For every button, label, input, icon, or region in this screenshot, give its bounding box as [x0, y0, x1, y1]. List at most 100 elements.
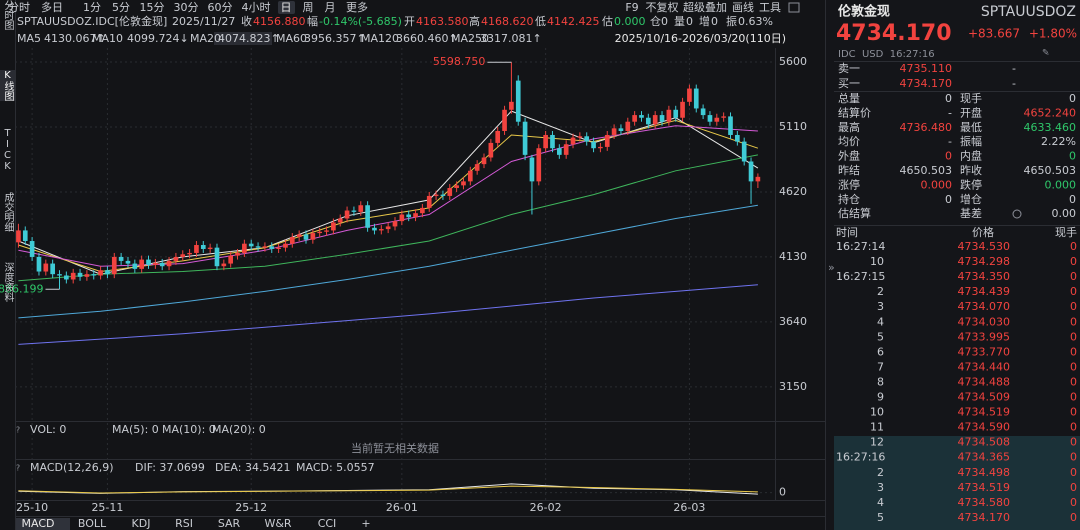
trade-price: 4734.070	[958, 300, 1011, 313]
indicator-tab[interactable]: W&R	[264, 517, 291, 530]
date: 2025/11/27	[172, 15, 235, 28]
indicator-tab[interactable]: BOLL	[78, 517, 107, 530]
candle-body	[741, 141, 747, 162]
candle-body	[385, 226, 391, 230]
date-range[interactable]: 2025/10/16-2026/03/20(110日)	[615, 32, 786, 45]
candle-body	[632, 115, 637, 122]
stat-value: 4650.503	[900, 164, 953, 177]
info-label: 收	[241, 14, 252, 28]
candle-body	[105, 270, 110, 275]
period-button[interactable]: 多日	[41, 0, 63, 14]
candle-body	[611, 128, 617, 135]
indicator-tab[interactable]: +	[361, 517, 370, 530]
trade-price: 4734.519	[958, 406, 1011, 419]
trade-price: 4734.509	[958, 391, 1011, 404]
candle-body	[700, 108, 706, 116]
tool-button[interactable]: 画线	[732, 0, 754, 14]
trade-header: 时间	[836, 226, 858, 239]
side-tab[interactable]: TICK	[2, 128, 13, 172]
period-button[interactable]: 分时	[8, 1, 30, 14]
candle-body	[372, 227, 377, 231]
period-button[interactable]: 月	[325, 1, 336, 14]
ma-legend-name: MA20	[190, 32, 221, 45]
candle-body	[344, 210, 350, 219]
trade-size: 0	[1070, 436, 1077, 449]
tool-button[interactable]: F9	[625, 1, 638, 14]
tool-button[interactable]: 不复权	[646, 0, 679, 14]
trade-price: 4734.440	[958, 360, 1011, 373]
indicator-tab[interactable]: CCI	[318, 517, 337, 530]
period-button[interactable]: 4小时	[242, 1, 271, 14]
indicator-tab[interactable]: MACD	[22, 517, 55, 530]
candle-body	[577, 136, 583, 138]
trade-time: 16:27:14	[836, 240, 885, 253]
candle-body	[111, 256, 117, 275]
stat-label: 内盘	[960, 149, 982, 163]
side-tab[interactable]: 深度资料	[2, 262, 13, 302]
side-tab[interactable]: K线图	[0, 70, 15, 101]
stat-value: 0	[1069, 193, 1076, 206]
tab-selected-bg	[16, 518, 70, 530]
info-value: -0.14%(-5.685)	[319, 15, 402, 28]
indicator-tab[interactable]: RSI	[175, 517, 193, 530]
stat-label: 跌停	[960, 177, 982, 191]
indicator-tab[interactable]: SAR	[218, 517, 241, 530]
period-button[interactable]: 60分	[208, 1, 233, 14]
stat-value: 0	[945, 92, 952, 105]
stat-value: 0.000	[1045, 178, 1077, 191]
candle-body	[413, 213, 418, 218]
candle-body	[228, 255, 234, 264]
info-icon[interactable]	[1012, 209, 1022, 219]
y-tick-label: 3640	[779, 315, 807, 328]
collapse-arrow[interactable]: »	[828, 261, 835, 274]
candle-body	[604, 134, 610, 147]
candle-body	[166, 260, 172, 267]
stat-label: 基差	[960, 206, 982, 220]
info-value: 0	[686, 15, 693, 28]
tool-button[interactable]: 超级叠加	[683, 0, 727, 14]
side-tab[interactable]: 成交明细	[2, 192, 13, 232]
indicator-tab[interactable]: KDJ	[132, 517, 151, 530]
period-button[interactable]: 1分	[83, 1, 101, 14]
trade-time: 3	[877, 481, 884, 494]
ma-legend-value: 4074.823↑	[218, 32, 280, 45]
candle-body	[139, 259, 144, 269]
trade-price: 4733.770	[958, 345, 1011, 358]
candle-body	[481, 157, 487, 165]
info-label: 开	[404, 15, 415, 28]
period-button[interactable]: 30分	[174, 1, 199, 14]
trade-size: 0	[1070, 315, 1077, 328]
candle-body	[488, 142, 494, 158]
candle-body	[289, 237, 295, 244]
candle-body	[618, 128, 624, 131]
candle-body	[728, 116, 733, 135]
side-tab[interactable]: 分时图	[2, 0, 13, 30]
macd-legend: MACD(12,26,9)	[30, 461, 114, 474]
period-button[interactable]: 5分	[112, 1, 130, 14]
stat-value: 4633.460	[1024, 121, 1077, 134]
edit-icon[interactable]: ✎	[1042, 49, 1050, 59]
period-selected-bg	[278, 1, 295, 14]
period-button[interactable]: 更多	[346, 0, 368, 14]
book-size: -	[1012, 77, 1016, 90]
book-label: 买一	[838, 77, 860, 90]
ma-legend-value: 3956.357↑	[304, 32, 366, 45]
trade-time: 10	[870, 255, 884, 268]
trade-time: 11	[870, 421, 884, 434]
trade-size: 0	[1070, 375, 1077, 388]
stat-label: 结算价	[838, 105, 871, 119]
settings-icon[interactable]	[788, 2, 800, 13]
y-tick-label: 5600	[779, 55, 807, 68]
candle-body	[358, 205, 364, 212]
period-button[interactable]: 周	[303, 1, 314, 14]
trade-size: 0	[1070, 270, 1077, 283]
period-button[interactable]: 日	[281, 1, 292, 14]
candle-body	[378, 229, 384, 231]
period-button[interactable]: 15分	[140, 1, 165, 14]
stat-label: 振幅	[960, 134, 982, 148]
book-price: 4734.170	[900, 77, 953, 90]
tool-button[interactable]: 工具	[759, 1, 781, 14]
candle-body	[235, 252, 240, 256]
quote-change: +83.667	[968, 27, 1020, 41]
